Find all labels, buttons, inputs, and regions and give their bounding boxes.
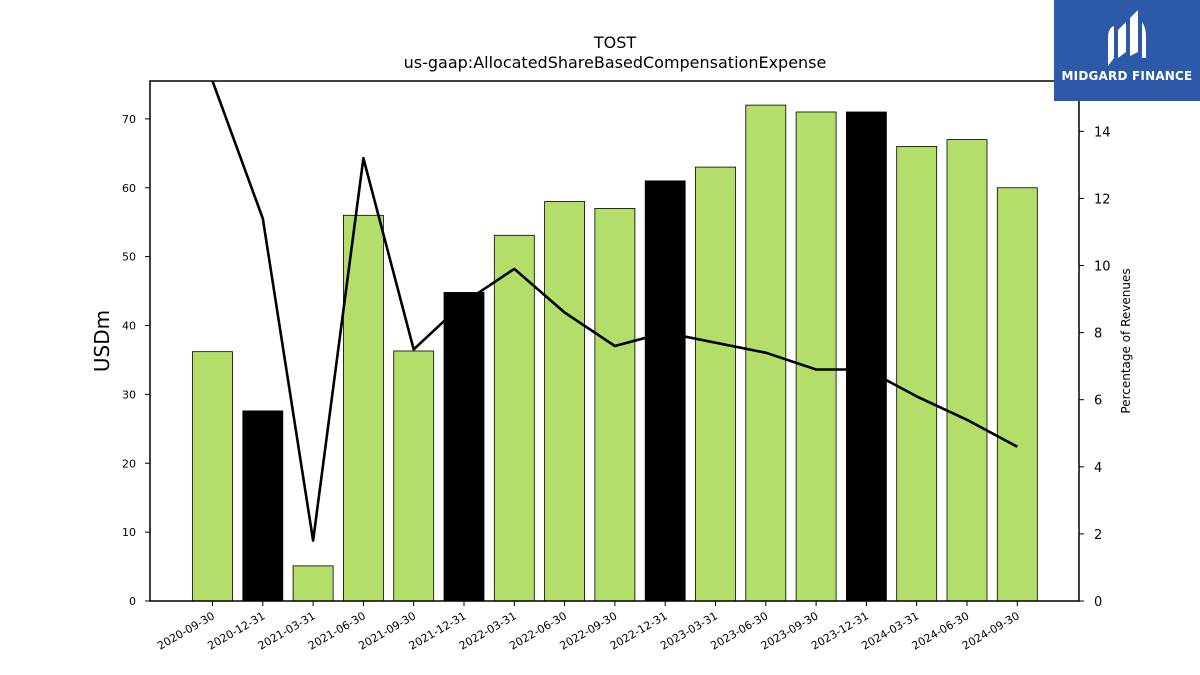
bar-2022-12-31: [644, 180, 686, 602]
bar-2023-09-30: [795, 111, 837, 602]
bar-2020-12-31: [242, 410, 284, 602]
bar-2021-12-31: [443, 292, 485, 602]
y-left-tick-label: 20: [122, 457, 136, 470]
y-right-tick-label: 12: [1094, 192, 1111, 207]
bar-2020-09-30: [192, 351, 233, 602]
bar-2021-06-30: [342, 214, 384, 602]
percentage-line: [211, 81, 1018, 542]
bar-2022-06-30: [544, 201, 585, 602]
bar-2023-12-31: [846, 111, 887, 602]
y-left-tick-label: 40: [122, 320, 136, 333]
bar-2022-03-31: [493, 234, 535, 602]
y-axis-label-right: Percentage of Revenues: [1119, 268, 1133, 413]
y-axis-label-left: USDm: [90, 310, 114, 372]
midgard-logo-icon: [1108, 10, 1146, 66]
y-left-tick-label: 60: [122, 182, 136, 195]
y-right-tick-label: 6: [1094, 394, 1102, 409]
y-left-tick-label: 50: [122, 251, 136, 264]
bar-2021-09-30: [393, 350, 435, 602]
y-right-tick-label: 14: [1094, 125, 1111, 140]
y-right-tick-label: 10: [1094, 260, 1111, 275]
y-right-tick-label: 4: [1094, 461, 1102, 476]
y-right-tick-label: 0: [1094, 595, 1102, 610]
bar-2024-06-30: [946, 139, 988, 602]
y-left-tick-label: 70: [122, 113, 136, 126]
bar-2024-03-31: [896, 146, 938, 602]
logo-text: MIDGARD FINANCE: [1061, 69, 1193, 83]
y-left-tick-label: 30: [122, 388, 136, 401]
midgard-finance-logo: MIDGARD FINANCE: [1054, 0, 1200, 101]
bar-2022-09-30: [594, 208, 636, 602]
bar-2024-09-30: [996, 187, 1038, 602]
y-right-tick-label: 8: [1094, 327, 1102, 342]
y-right-tick-label: 2: [1094, 528, 1102, 543]
bar-2021-03-31: [292, 565, 334, 602]
x-tick-label-2024-09-30: 2024-09-30: [960, 609, 1022, 652]
chart-title: TOST: [593, 33, 637, 52]
y-left-tick-label: 0: [129, 595, 136, 608]
y-left-tick-label: 10: [122, 526, 136, 539]
bar-2023-03-31: [695, 166, 736, 602]
chart-subtitle: us-gaap:AllocatedShareBasedCompensationE…: [404, 53, 827, 72]
